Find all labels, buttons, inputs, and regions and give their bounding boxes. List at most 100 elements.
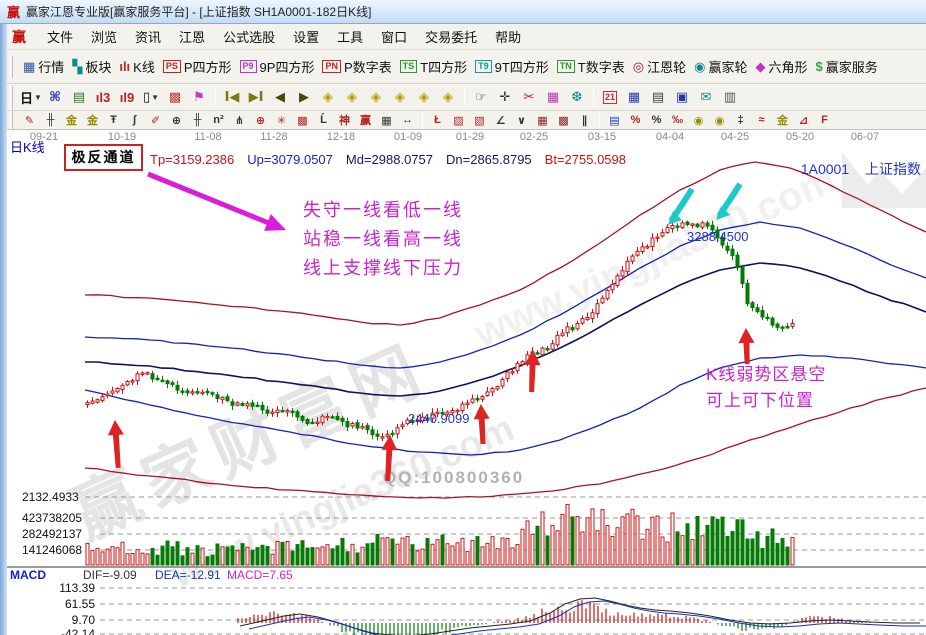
tb3-button-6[interactable]: ✐ — [145, 112, 166, 129]
tb3-button-26[interactable]: ▩ — [553, 112, 574, 129]
toolbar-main-button-5[interactable]: PN P数字表 — [318, 55, 395, 78]
toolbar-drag-handle[interactable] — [10, 109, 13, 131]
tb2-button-3[interactable]: ıl3 — [91, 87, 115, 108]
dropdown-arrow-icon[interactable]: ▼ — [34, 92, 42, 102]
tb2-button-9[interactable]: Ⅰ◀ — [220, 87, 244, 108]
tb3-button-33[interactable]: ◉ — [688, 112, 709, 129]
tb3-button-16[interactable]: 赢 — [355, 112, 376, 129]
tb2-button-28[interactable]: ▤ — [646, 87, 670, 108]
toolbar-drag-handle[interactable] — [10, 55, 13, 78]
tb2-button-2[interactable]: ▤ — [67, 87, 91, 108]
tb3-button-22[interactable]: ▧ — [469, 112, 490, 129]
tb3-button-3[interactable]: 金 — [82, 112, 103, 129]
tb2-button-4[interactable]: ıl9 — [115, 87, 139, 108]
tb3-button-34[interactable]: ◉ — [709, 112, 730, 129]
menu-item-0[interactable]: 文件 — [47, 30, 74, 45]
tb3-button-2[interactable]: 金 — [61, 112, 82, 129]
tb3-button-30[interactable]: % — [625, 112, 646, 129]
tb3-button-31[interactable]: % — [646, 112, 667, 129]
tb3-button-17[interactable]: ▦ — [376, 112, 397, 129]
menu-item-3[interactable]: 江恩 — [179, 30, 206, 45]
toolbar-main-button-10[interactable]: ◉ 赢家轮 — [690, 55, 751, 78]
tb3-button-10[interactable]: ⋔ — [229, 112, 250, 129]
tb2-button-18[interactable]: ◈ — [436, 87, 460, 108]
chart-area[interactable]: 赢家财富网 www.yingjia360.com www.yingjia360.… — [0, 130, 926, 635]
menu-item-7[interactable]: 窗口 — [381, 30, 408, 45]
tb3-button-21[interactable]: ▨ — [448, 112, 469, 129]
tb2-button-13[interactable]: ◈ — [316, 87, 340, 108]
tb2-button-1[interactable]: ⌘ — [43, 87, 67, 108]
tb3-button-20[interactable]: Ł — [427, 112, 448, 129]
menu-item-8[interactable]: 交易委托 — [425, 30, 478, 45]
toolbar-main-button-12[interactable]: $ 赢家服务 — [811, 55, 881, 78]
tb3-button-25[interactable]: ▦ — [532, 112, 553, 129]
tb2-button-23[interactable]: ▦ — [541, 87, 565, 108]
menu-item-1[interactable]: 浏览 — [91, 30, 118, 45]
tb3-button-38[interactable]: ⊿ — [793, 112, 814, 129]
tb2-button-7[interactable]: ⚑ — [187, 87, 211, 108]
tb3-button-36[interactable]: ≈ — [751, 112, 772, 129]
toolbar-main-button-3[interactable]: PS P四方形 — [159, 55, 236, 78]
tb2-button-14[interactable]: ◈ — [340, 87, 364, 108]
tb3-button-39[interactable]: F — [814, 112, 835, 129]
tb3-button-11[interactable]: ⊕ — [250, 112, 271, 129]
weak-zone-line-1: 可上可下位置 — [706, 391, 814, 410]
tb2-button-0[interactable]: 日 ▼ — [19, 87, 43, 108]
tb2-button-31[interactable]: ▥ — [718, 87, 742, 108]
tb3-button-32[interactable]: ‰ — [667, 112, 688, 129]
tb3-button-12[interactable]: ✳ — [271, 112, 292, 129]
tb2-button-16[interactable]: ◈ — [388, 87, 412, 108]
chart-canvas[interactable] — [0, 130, 926, 635]
toolbar-main-button-2[interactable]: ılı K线 — [115, 55, 159, 78]
tb3-button-27[interactable]: ∥ — [574, 112, 595, 129]
tb2-button-20[interactable]: ☞ — [469, 87, 493, 108]
tb3-button-9[interactable]: n² — [208, 112, 229, 129]
toolbar-main-button-11[interactable]: ◆ 六角形 — [751, 55, 811, 78]
tb2-button-11[interactable]: ◀ — [268, 87, 292, 108]
tb3-button-15[interactable]: 神 — [334, 112, 355, 129]
toolbar-main-button-6[interactable]: TS T四方形 — [396, 55, 471, 78]
toolbar-main-button-8[interactable]: TN T数字表 — [553, 55, 629, 78]
tb2-button-29[interactable]: ▣ — [670, 87, 694, 108]
tb3-button-37[interactable]: 金 — [772, 112, 793, 129]
tb3-button-29[interactable]: ▤ — [604, 112, 625, 129]
toolbar-main-button-0[interactable]: ▦ 行情 — [19, 55, 68, 78]
tb3-button-35[interactable]: ‡ — [730, 112, 751, 129]
tb2-button-10[interactable]: ▶Ⅰ — [244, 87, 268, 108]
tb2-button-30[interactable]: ✉ — [694, 87, 718, 108]
dropdown-arrow-icon[interactable]: ▼ — [151, 92, 160, 102]
tb3-button-18[interactable]: ↔ — [397, 112, 418, 129]
menu-item-9[interactable]: 帮助 — [495, 30, 522, 45]
toolbar-main-button-1[interactable]: ▚ 板块 — [68, 55, 115, 78]
tb3-button-1[interactable]: ╫ — [40, 112, 61, 129]
tb2-button-24[interactable]: ❆ — [565, 87, 589, 108]
tb3-button-0[interactable]: ✎ — [19, 112, 40, 129]
menu-item-4[interactable]: 公式选股 — [223, 30, 276, 45]
tb3-button-8[interactable]: ╫ — [187, 112, 208, 129]
tb2-button-26[interactable]: 21 — [598, 87, 622, 108]
tb3-button-13[interactable]: ▩ — [292, 112, 313, 129]
toolbar-drag-handle[interactable] — [10, 86, 13, 108]
tb3-button-14[interactable]: Ĺ — [313, 112, 334, 129]
tb2-button-21[interactable]: ✛ — [493, 87, 517, 108]
tb2-button-5[interactable]: ▯ ▼ — [139, 87, 163, 108]
tb2-button-15[interactable]: ◈ — [364, 87, 388, 108]
tb2-button-22[interactable]: ✂ — [517, 87, 541, 108]
tb3-button-7[interactable]: ⊕ — [166, 112, 187, 129]
tb3-button-4[interactable]: Ŧ — [103, 112, 124, 129]
tb2-button-6[interactable]: ▩ — [163, 87, 187, 108]
tb3-button-24[interactable]: ∨ — [511, 112, 532, 129]
title-bar[interactable]: 赢 赢家江恩专业版[赢家服务平台] - [上证指数 SH1A0001-182日K… — [0, 0, 926, 24]
toolbar-main-button-9[interactable]: ◎ 江恩轮 — [629, 55, 690, 78]
menu-item-6[interactable]: 工具 — [337, 30, 364, 45]
toolbar-main-button-7[interactable]: T9 9T四方形 — [471, 55, 553, 78]
tb3-button-23[interactable]: ∠ — [490, 112, 511, 129]
axis-date-label: 09-21 — [29, 131, 59, 143]
tb2-button-27[interactable]: ▦ — [622, 87, 646, 108]
menu-item-2[interactable]: 资讯 — [135, 30, 162, 45]
tb2-button-12[interactable]: ▶ — [292, 87, 316, 108]
toolbar-main-button-4[interactable]: P9 9P四方形 — [236, 55, 319, 78]
menu-item-5[interactable]: 设置 — [293, 30, 320, 45]
tb3-button-5[interactable]: ʃ — [124, 112, 145, 129]
tb2-button-17[interactable]: ◈ — [412, 87, 436, 108]
